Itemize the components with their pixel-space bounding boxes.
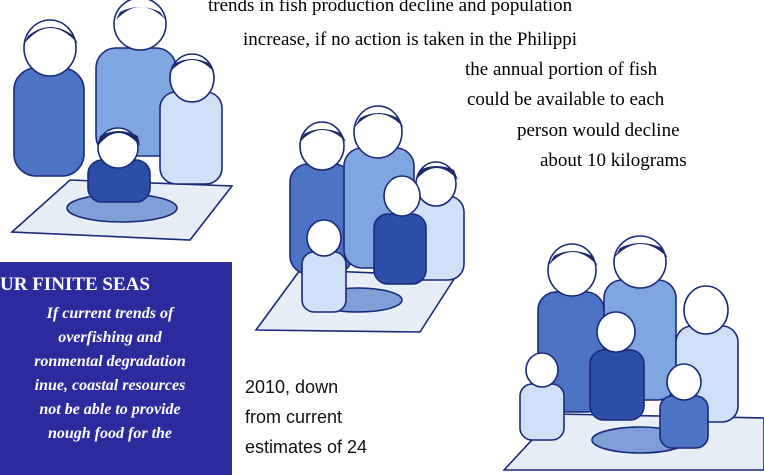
family-illustration-3 (504, 236, 764, 470)
body-text-line: trends in fish production decline and po… (208, 0, 572, 15)
column-text-line: from current (245, 408, 342, 426)
body-text-line: could be available to each (467, 90, 664, 109)
sidebar-box: UR FINITE SEAS If current trends of over… (0, 262, 232, 475)
column-text-line: 2010, down (245, 378, 338, 396)
family-illustration-1 (12, 0, 232, 240)
sidebar-line: ronmental degradation (0, 353, 232, 371)
body-text-line: increase, if no action is taken in the P… (243, 30, 577, 49)
sidebar-line: If current trends of (0, 305, 232, 323)
sidebar-line: not be able to provide (0, 401, 232, 419)
page: trends in fish production decline and po… (0, 0, 764, 475)
family-illustration-2 (256, 106, 464, 332)
body-text-line: person would decline (517, 121, 680, 140)
body-text-line: the annual portion of fish (465, 60, 657, 79)
sidebar-line: nough food for the (0, 425, 232, 443)
column-text-line: estimates of 24 (245, 438, 367, 456)
sidebar-line: overfishing and (0, 329, 232, 347)
sidebar-title: UR FINITE SEAS (0, 274, 150, 296)
body-text-line: about 10 kilograms (540, 151, 687, 170)
sidebar-line: inue, coastal resources (0, 377, 232, 395)
